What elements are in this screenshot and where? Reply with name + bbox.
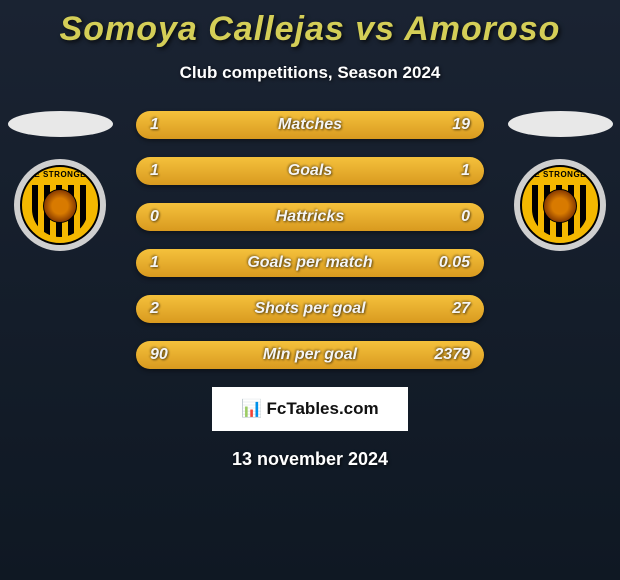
player-left-column: THE STRONGEST — [5, 111, 115, 251]
stat-left-value: 1 — [150, 162, 159, 180]
stat-label: Shots per goal — [136, 300, 484, 318]
player-left-club-badge: THE STRONGEST — [14, 159, 106, 251]
date-label: 13 november 2024 — [0, 449, 620, 470]
stat-left-value: 0 — [150, 208, 159, 226]
stat-label: Goals per match — [136, 254, 484, 272]
stat-left-value: 1 — [150, 116, 159, 134]
player-left-silhouette — [8, 111, 113, 137]
stat-row: 2 Shots per goal 27 — [136, 295, 484, 323]
stat-label: Matches — [136, 116, 484, 134]
brand-badge: 📊 FcTables.com — [212, 387, 408, 431]
stat-right-value: 0.05 — [439, 254, 470, 272]
stat-label: Goals — [136, 162, 484, 180]
stat-label: Hattricks — [136, 208, 484, 226]
stat-right-value: 1 — [461, 162, 470, 180]
stat-right-value: 27 — [452, 300, 470, 318]
stat-left-value: 1 — [150, 254, 159, 272]
stat-row: 1 Goals per match 0.05 — [136, 249, 484, 277]
stat-row: 0 Hattricks 0 — [136, 203, 484, 231]
stat-right-value: 19 — [452, 116, 470, 134]
stat-left-value: 90 — [150, 346, 168, 364]
subtitle: Club competitions, Season 2024 — [0, 63, 620, 83]
stat-right-value: 0 — [461, 208, 470, 226]
tiger-icon — [543, 189, 577, 223]
player-right-club-badge: THE STRONGEST — [514, 159, 606, 251]
tiger-icon — [43, 189, 77, 223]
stat-left-value: 2 — [150, 300, 159, 318]
stat-right-value: 2379 — [434, 346, 470, 364]
chart-icon: 📊 — [241, 399, 262, 419]
page-title: Somoya Callejas vs Amoroso — [0, 0, 620, 49]
badge-arc-text: THE STRONGEST — [22, 170, 98, 179]
stat-row: 1 Goals 1 — [136, 157, 484, 185]
comparison-panel: THE STRONGEST THE STRONGEST 1 Matches 19… — [0, 111, 620, 369]
stat-row: 90 Min per goal 2379 — [136, 341, 484, 369]
brand-text: FcTables.com — [267, 399, 379, 419]
stat-row: 1 Matches 19 — [136, 111, 484, 139]
player-right-silhouette — [508, 111, 613, 137]
badge-arc-text: THE STRONGEST — [522, 170, 598, 179]
stat-bars: 1 Matches 19 1 Goals 1 0 Hattricks 0 1 G… — [136, 111, 484, 369]
player-right-column: THE STRONGEST — [505, 111, 615, 251]
stat-label: Min per goal — [136, 346, 484, 364]
